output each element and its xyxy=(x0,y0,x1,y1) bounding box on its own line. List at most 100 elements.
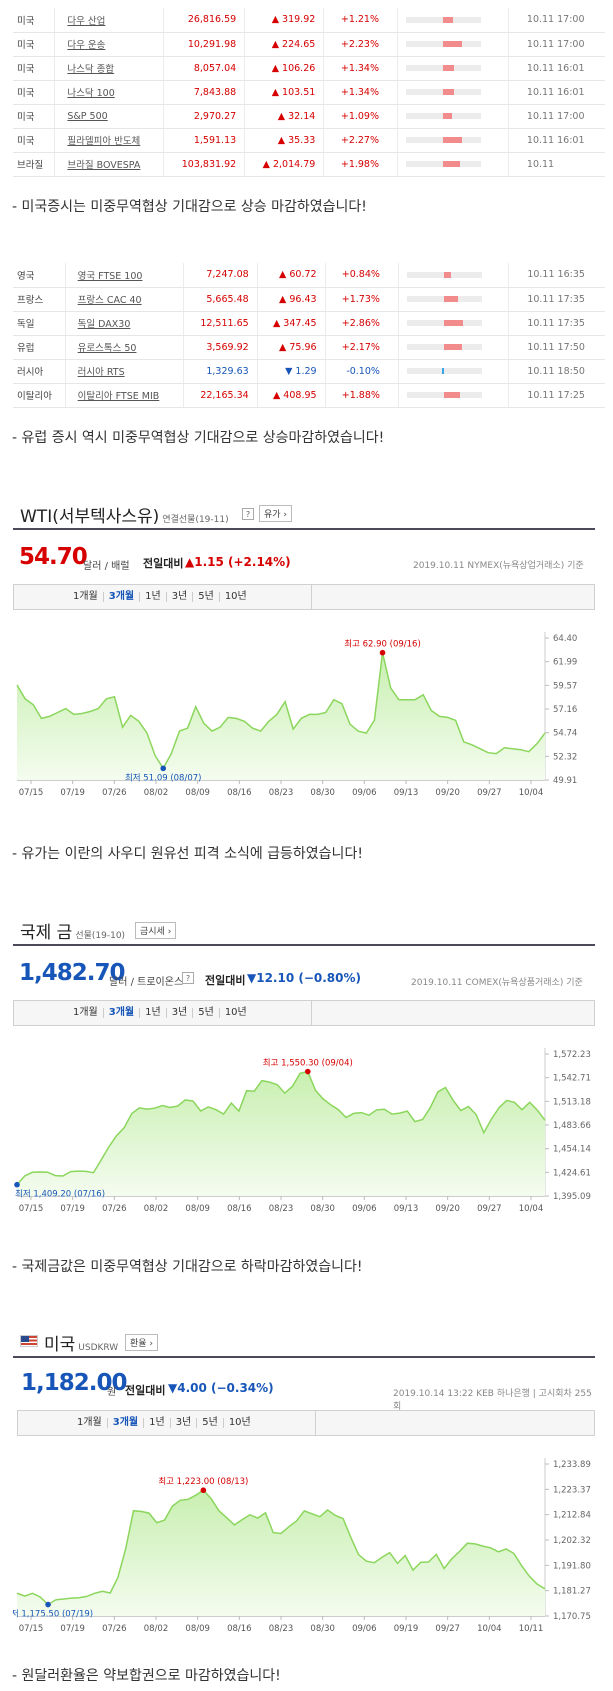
x-tick-label: 08/16 xyxy=(227,1204,252,1214)
y-tick-label: 1,572.23 xyxy=(553,1050,591,1060)
usdkrw-source: 2019.10.14 13:22 KEB 하나은행 | 고시회차 255회 xyxy=(393,1389,592,1412)
index-change: ▲ 75.96 xyxy=(257,335,326,360)
change-bar xyxy=(397,128,509,153)
x-tick-label: 09/20 xyxy=(435,1204,460,1214)
usdkrw-period-tabs: 1개월 3개월 1년 3년 5년 10년 xyxy=(17,1410,595,1436)
period-tab[interactable]: 10년 xyxy=(228,1417,251,1428)
period-tab[interactable]: 3년 xyxy=(167,1008,194,1018)
change-bar xyxy=(398,383,510,408)
usdkrw-unit: 원 xyxy=(107,1387,117,1398)
table-row: 브라질 브라질 BOVESPA 103,831.92 ▲ 2,014.79 +1.98%… xyxy=(13,152,605,177)
index-name-link[interactable]: 영국 FTSE 100 xyxy=(65,263,185,288)
oil-price-button[interactable]: 유가 › xyxy=(259,505,293,522)
x-tick-label: 08/02 xyxy=(144,1204,169,1214)
gold-change: ▼12.10 (−0.80%) xyxy=(247,971,362,985)
index-value: 1,329.63 xyxy=(183,359,258,384)
index-name-link[interactable]: 필라델피아 반도체 xyxy=(54,128,164,153)
period-tab[interactable]: 1년 xyxy=(140,1008,167,1018)
country-cell: 미국 xyxy=(13,56,56,81)
index-percent: +1.88% xyxy=(325,383,399,408)
index-time: 10.11 16:01 xyxy=(508,128,605,153)
y-tick-label: 1,170.75 xyxy=(553,1612,591,1622)
x-tick-label: 09/13 xyxy=(394,788,419,798)
wti-title-bar xyxy=(13,496,595,530)
y-tick-label: 1,483.66 xyxy=(553,1121,591,1131)
country-cell: 미국 xyxy=(13,8,56,33)
change-bar xyxy=(397,32,509,57)
change-bar-fill xyxy=(443,65,454,71)
index-time: 10.11 16:35 xyxy=(508,263,605,288)
x-tick-label: 10/04 xyxy=(519,1204,544,1214)
country-cell: 미국 xyxy=(13,32,56,57)
table-row: 미국 필라델피아 반도체 1,591.13 ▲ 35.33 +2.27% 10.11 16… xyxy=(13,128,605,153)
y-tick-label: 54.74 xyxy=(553,729,577,739)
wti-title: WTI(서부텍사스유) 연결선물(19-11) xyxy=(20,507,229,527)
period-tab[interactable]: 10년 xyxy=(224,591,247,602)
index-change: ▲ 224.65 xyxy=(244,32,325,57)
index-name-link[interactable]: 나스닥 100 xyxy=(54,80,164,105)
europe-index-table: 영국 영국 FTSE 100 7,247.08 ▲ 60.72 +0.84% 10.11 … xyxy=(13,263,605,408)
index-time: 10.11 17:00 xyxy=(508,104,605,129)
index-name-link[interactable]: 프랑스 CAC 40 xyxy=(65,287,185,312)
note-fx: - 원달러환율은 약보합권으로 마감하였습니다! xyxy=(12,1668,281,1684)
index-name-link[interactable]: 러시아 RTS xyxy=(65,359,185,384)
index-name-link[interactable]: 다우 산업 xyxy=(54,8,164,33)
series-line xyxy=(16,1070,546,1186)
wti-price: 54.70 xyxy=(19,544,88,570)
period-tab[interactable]: 1년 xyxy=(144,1418,171,1428)
x-tick-label: 07/26 xyxy=(102,788,127,798)
index-percent: +2.86% xyxy=(325,311,399,336)
change-bar xyxy=(398,311,510,336)
period-tab[interactable]: 1개월 xyxy=(68,1008,104,1018)
change-bar xyxy=(397,104,509,129)
index-change: ▲ 408.95 xyxy=(257,383,326,408)
index-name-link[interactable]: 다우 운송 xyxy=(54,32,164,57)
index-value: 8,057.04 xyxy=(163,56,246,81)
period-tab[interactable]: 1개월 xyxy=(72,1418,108,1428)
index-name-link[interactable]: 이탈리아 FTSE MIB xyxy=(65,383,185,408)
max-point xyxy=(200,1487,207,1494)
country-cell: 브라질 xyxy=(13,152,56,177)
x-tick-label: 08/02 xyxy=(144,788,169,798)
index-name-link[interactable]: S&P 500 xyxy=(54,104,164,129)
country-cell: 러시아 xyxy=(13,359,66,384)
area-fill xyxy=(17,1490,545,1616)
fx-button[interactable]: 환율 › xyxy=(125,1334,159,1351)
index-change: ▲ 106.26 xyxy=(244,56,325,81)
period-tab[interactable]: 3개월 xyxy=(104,592,141,602)
period-tab[interactable]: 5년 xyxy=(193,592,220,602)
y-tick-label: 57.16 xyxy=(553,705,577,715)
period-tab[interactable]: 3개월 xyxy=(104,1008,141,1018)
period-tab[interactable]: 10년 xyxy=(224,1007,247,1018)
period-tab[interactable]: 3년 xyxy=(171,1418,198,1428)
index-name-link[interactable]: 브라질 BOVESPA xyxy=(54,152,164,177)
x-tick-label: 10/04 xyxy=(477,1624,502,1634)
x-tick-label: 08/23 xyxy=(269,1624,294,1634)
x-tick-label: 08/16 xyxy=(227,1624,252,1634)
index-value: 7,843.88 xyxy=(163,80,246,105)
period-tab[interactable]: 1개월 xyxy=(68,592,104,602)
period-tab[interactable]: 3년 xyxy=(167,592,194,602)
index-name-link[interactable]: 나스닥 종합 xyxy=(54,56,164,81)
period-tab[interactable]: 3개월 xyxy=(108,1418,145,1428)
min-label: 최저 1,175.50 (07/19) xyxy=(13,1609,93,1620)
index-time: 10.11 17:35 xyxy=(508,287,605,312)
y-tick-label: 1,223.37 xyxy=(553,1485,591,1495)
period-tab[interactable]: 5년 xyxy=(197,1418,224,1428)
period-tab[interactable]: 5년 xyxy=(193,1008,220,1018)
period-tab[interactable]: 1년 xyxy=(140,592,167,602)
usdkrw-compare-label: 전일대비 xyxy=(125,1384,166,1397)
max-label: 최고 62.90 (09/16) xyxy=(344,639,421,650)
index-name-link[interactable]: 독일 DAX30 xyxy=(65,311,185,336)
index-time: 10.11 xyxy=(508,152,605,177)
index-name-link[interactable]: 유로스톡스 50 xyxy=(65,335,185,360)
help-icon[interactable]: ? xyxy=(182,972,194,984)
gold-price-button[interactable]: 금시세 › xyxy=(135,922,177,939)
x-tick-label: 07/19 xyxy=(60,788,85,798)
gold-chart: 1,572.23 1,542.71 1,513.18 1,483.66 1,454.14… xyxy=(14,1048,591,1214)
index-time: 10.11 17:25 xyxy=(508,383,605,408)
index-value: 5,665.48 xyxy=(183,287,258,312)
index-time: 10.11 17:50 xyxy=(508,335,605,360)
help-icon[interactable]: ? xyxy=(242,508,254,520)
note-gold: - 국제금값은 미중무역협상 기대감으로 하락마감하였습니다! xyxy=(12,1259,363,1275)
